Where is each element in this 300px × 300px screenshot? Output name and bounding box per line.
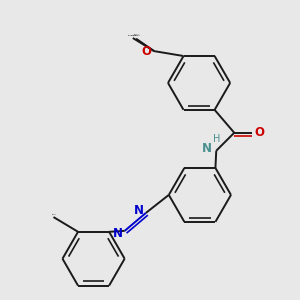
Text: methyl: methyl <box>52 214 57 215</box>
Text: methoxy: methoxy <box>134 35 141 36</box>
Text: methoxy: methoxy <box>134 34 140 35</box>
Text: O: O <box>255 126 265 139</box>
Text: O: O <box>142 45 152 58</box>
Text: methoxy: methoxy <box>133 34 139 36</box>
Text: methoxy: methoxy <box>130 34 137 36</box>
Text: methoxy: methoxy <box>128 35 134 36</box>
Text: N: N <box>202 142 212 154</box>
Text: N: N <box>134 204 144 217</box>
Text: H: H <box>213 134 220 144</box>
Text: N: N <box>113 227 123 240</box>
